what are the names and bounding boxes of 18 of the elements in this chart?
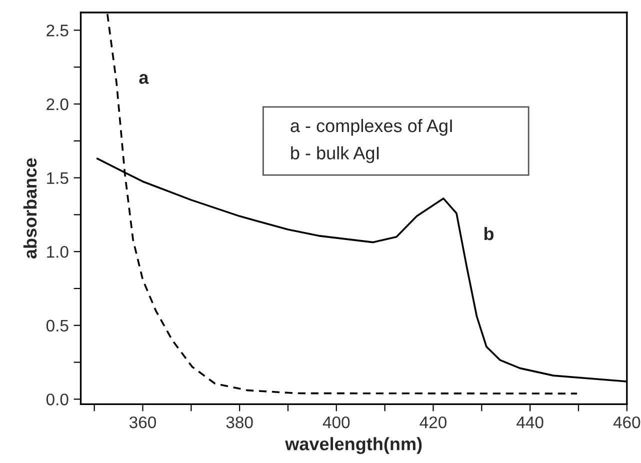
annotation: b bbox=[484, 226, 494, 240]
x-tick-label: 420 bbox=[420, 416, 446, 428]
y-tick-label: 2.5 bbox=[46, 24, 68, 36]
annotation: a bbox=[139, 74, 149, 84]
x-tick-label: 460 bbox=[613, 416, 640, 428]
y-tick-label: 2.0 bbox=[46, 98, 68, 110]
x-axis-title: wavelength(nm) bbox=[285, 437, 422, 454]
annotation: a - complexes of AgI bbox=[290, 118, 452, 136]
annotation: b - bulk AgI bbox=[291, 146, 379, 164]
x-tick-label: 400 bbox=[322, 416, 350, 428]
y-tick-label: 0.0 bbox=[46, 394, 68, 406]
y-tick-label: 0.5 bbox=[46, 320, 68, 332]
y-tick-label: 1.5 bbox=[47, 172, 68, 184]
x-tick-label: 360 bbox=[129, 416, 156, 428]
x-tick-label: 440 bbox=[516, 416, 544, 428]
x-tick-label: 380 bbox=[226, 416, 253, 428]
y-axis-title: absorbance bbox=[23, 158, 37, 258]
y-tick-label: 1.0 bbox=[47, 246, 68, 258]
